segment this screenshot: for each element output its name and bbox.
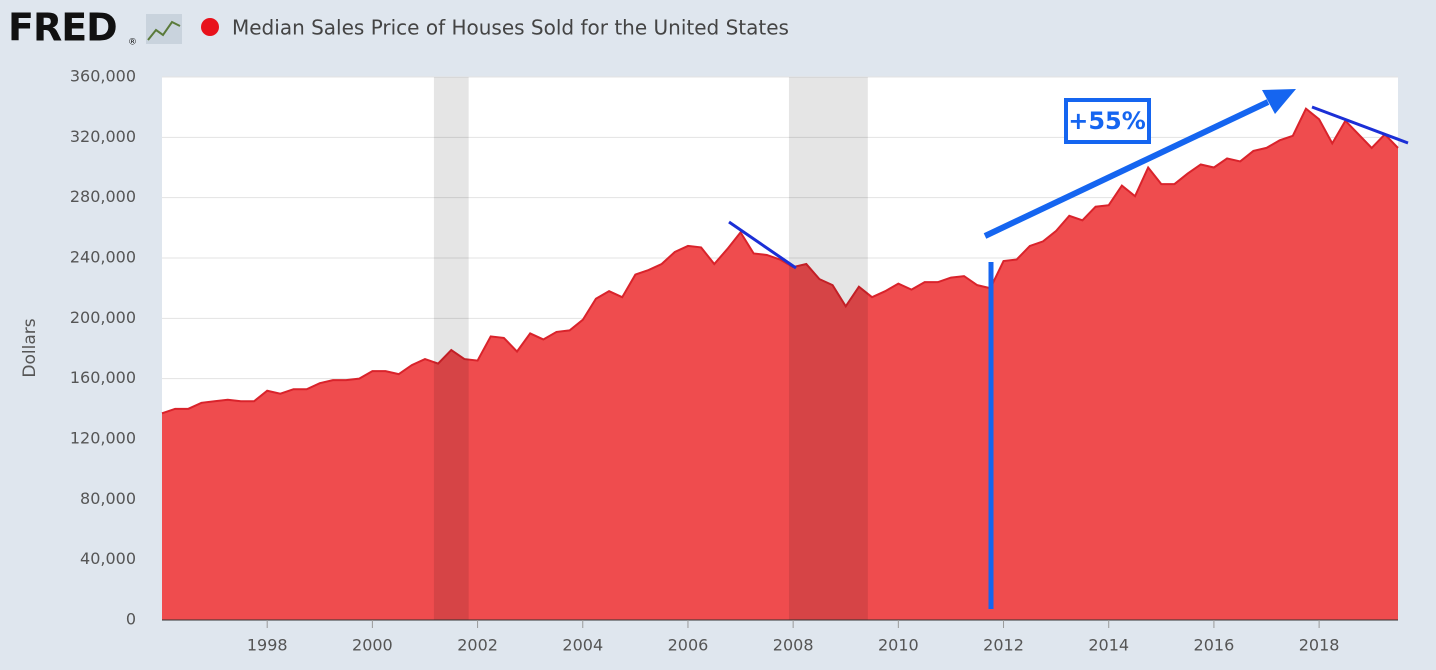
recession-shading bbox=[433, 77, 469, 620]
annotations: +55% bbox=[728, 89, 1409, 609]
y-tick-label: 120,000 bbox=[70, 429, 136, 448]
area bbox=[162, 108, 1398, 621]
y-tick-label: 280,000 bbox=[70, 187, 136, 206]
x-tick-label: 1998 bbox=[247, 636, 288, 655]
y-axis-label: Dollars bbox=[20, 318, 40, 377]
arrow-head bbox=[1262, 89, 1296, 114]
x-tick-label: 2002 bbox=[457, 636, 498, 655]
x-tick-label: 2004 bbox=[562, 636, 603, 655]
brand: FRED bbox=[8, 6, 117, 50]
x-tick-label: 2018 bbox=[1299, 636, 1340, 655]
x-tick-label: 2014 bbox=[1088, 636, 1129, 655]
x-tick-label: 2006 bbox=[668, 636, 709, 655]
brand-mark: ® bbox=[128, 38, 137, 48]
x-tick-label: 2016 bbox=[1194, 636, 1235, 655]
x-tick-label: 2000 bbox=[352, 636, 393, 655]
arrow-shaft bbox=[983, 99, 1270, 239]
y-tick-label: 0 bbox=[126, 610, 136, 629]
y-tick-label: 160,000 bbox=[70, 368, 136, 387]
recession-shading bbox=[788, 77, 868, 620]
x-tick-label: 2012 bbox=[983, 636, 1024, 655]
y-tick-label: 240,000 bbox=[70, 248, 136, 267]
x-tick-label: 2010 bbox=[878, 636, 919, 655]
trend-line bbox=[728, 220, 797, 270]
y-tick-label: 320,000 bbox=[70, 127, 136, 146]
annotation-box bbox=[1064, 98, 1151, 144]
legend-label: Median Sales Price of Houses Sold for th… bbox=[232, 16, 789, 40]
y-tick-label: 40,000 bbox=[80, 549, 136, 568]
line bbox=[161, 107, 1399, 415]
x-tick-label: 2008 bbox=[773, 636, 814, 655]
y-tick-label: 360,000 bbox=[70, 67, 136, 86]
legend-dot bbox=[201, 18, 219, 36]
trend-line bbox=[1311, 105, 1409, 145]
brand-icon bbox=[146, 14, 182, 44]
annotation-text: +55% bbox=[1068, 107, 1146, 135]
y-tick-label: 80,000 bbox=[80, 489, 136, 508]
y-tick-label: 200,000 bbox=[70, 308, 136, 327]
